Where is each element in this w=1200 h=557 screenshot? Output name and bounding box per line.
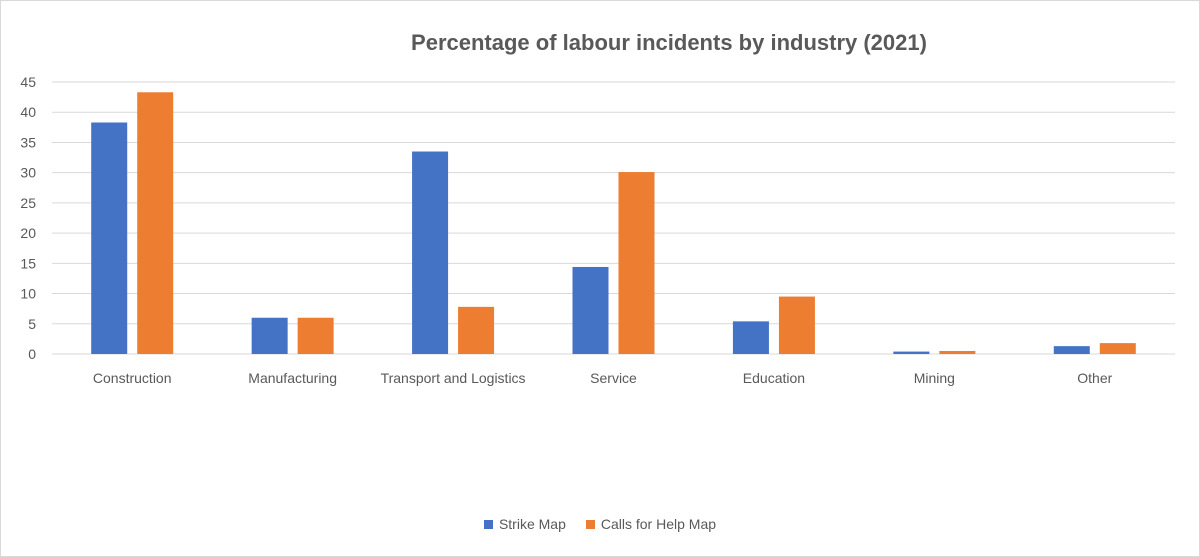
legend-swatch-strike-map xyxy=(483,519,493,529)
y-tick-label: 25 xyxy=(20,195,36,211)
bar-calls-for-help-map-service xyxy=(618,172,655,354)
y-tick-label: 0 xyxy=(28,346,36,362)
y-tick-label: 30 xyxy=(20,165,36,181)
bar-calls-for-help-map-education xyxy=(778,296,815,354)
x-tick-label: Education xyxy=(743,370,805,386)
legend-label-calls-for-help-map: Calls for Help Map xyxy=(600,516,717,532)
legend-item-calls-for-help-map: Calls for Help Map xyxy=(585,516,717,532)
y-tick-label: 20 xyxy=(20,225,36,241)
y-tick-label: 5 xyxy=(28,316,36,332)
bar-strike-map-service xyxy=(572,266,609,354)
y-tick-label: 15 xyxy=(20,255,36,271)
bar-strike-map-manufacturing xyxy=(251,317,288,354)
bar-calls-for-help-map-mining xyxy=(939,350,976,354)
bar-strike-map-construction xyxy=(91,122,128,355)
legend-item-strike-map: Strike Map xyxy=(483,516,566,532)
y-tick-label: 10 xyxy=(20,286,36,302)
x-tick-label: Service xyxy=(590,370,637,386)
x-tick-label: Construction xyxy=(93,370,172,386)
bar-calls-for-help-map-construction xyxy=(137,92,174,354)
chart-title: Percentage of labour incidents by indust… xyxy=(411,30,927,55)
legend-label-strike-map: Strike Map xyxy=(498,516,566,532)
y-tick-label: 35 xyxy=(20,134,36,150)
x-tick-label: Transport and Logistics xyxy=(381,370,526,386)
bar-calls-for-help-map-transport-and-logistics xyxy=(458,306,495,354)
x-tick-label: Manufacturing xyxy=(248,370,337,386)
legend-swatch-calls-for-help-map xyxy=(585,519,595,529)
chart-legend: Strike Map Calls for Help Map xyxy=(0,516,1200,532)
x-tick-label: Other xyxy=(1077,370,1112,386)
bar-calls-for-help-map-other xyxy=(1099,343,1136,354)
bar-calls-for-help-map-manufacturing xyxy=(297,317,334,354)
bar-strike-map-transport-and-logistics xyxy=(412,151,449,354)
y-tick-label: 45 xyxy=(20,74,36,90)
bar-strike-map-other xyxy=(1053,346,1090,354)
bar-strike-map-mining xyxy=(893,351,930,354)
bar-strike-map-education xyxy=(732,321,769,354)
y-tick-label: 40 xyxy=(20,104,36,120)
x-tick-label: Mining xyxy=(914,370,955,386)
